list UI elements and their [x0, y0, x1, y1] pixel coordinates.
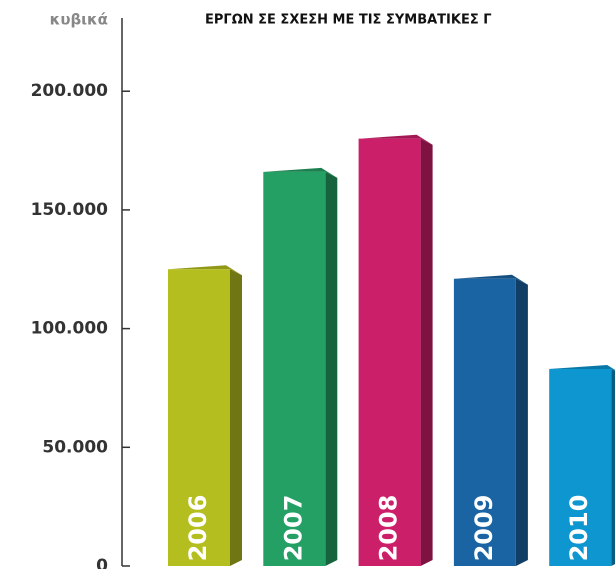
y-tick-label: 200.000: [31, 81, 109, 101]
bar-top: [549, 364, 615, 371]
bar-side: [515, 278, 528, 566]
x-tick-label: 2010: [565, 495, 593, 562]
bar-top: [453, 274, 528, 285]
x-tick-label: 2007: [279, 495, 307, 562]
x-tick-label: 2006: [184, 495, 212, 562]
bar-top: [168, 265, 242, 276]
y-tick-label: 0: [96, 556, 108, 569]
bar-front: [549, 368, 612, 566]
y-tick-label: 50.000: [42, 437, 108, 457]
bar: [358, 134, 433, 566]
bar-top: [263, 167, 338, 178]
x-tick-label: 2008: [375, 495, 403, 562]
bar-front: [263, 171, 326, 567]
bar: [453, 274, 528, 566]
bar: [549, 364, 615, 566]
bar: [168, 265, 242, 566]
chart-title: ΕΡΓΩΝ ΣΕ ΣΧΕΣΗ ΜΕ ΤΙΣ ΣΥΜΒΑΤΙΚΕΣ Γ: [205, 13, 492, 28]
bar-front: [453, 278, 516, 566]
y-tick-label: 150.000: [31, 200, 109, 220]
y-tick-label: 100.000: [31, 319, 109, 339]
x-tick-label: 2009: [470, 495, 498, 562]
bar-front: [168, 269, 230, 566]
bar: [263, 167, 338, 567]
bar-front: [358, 138, 421, 566]
bar-side: [611, 368, 615, 566]
bar-top: [358, 134, 433, 145]
y-axis-label: κυβικά: [50, 11, 108, 29]
bar-side: [420, 138, 433, 566]
bar-side: [325, 171, 338, 567]
bar-side: [230, 269, 242, 566]
